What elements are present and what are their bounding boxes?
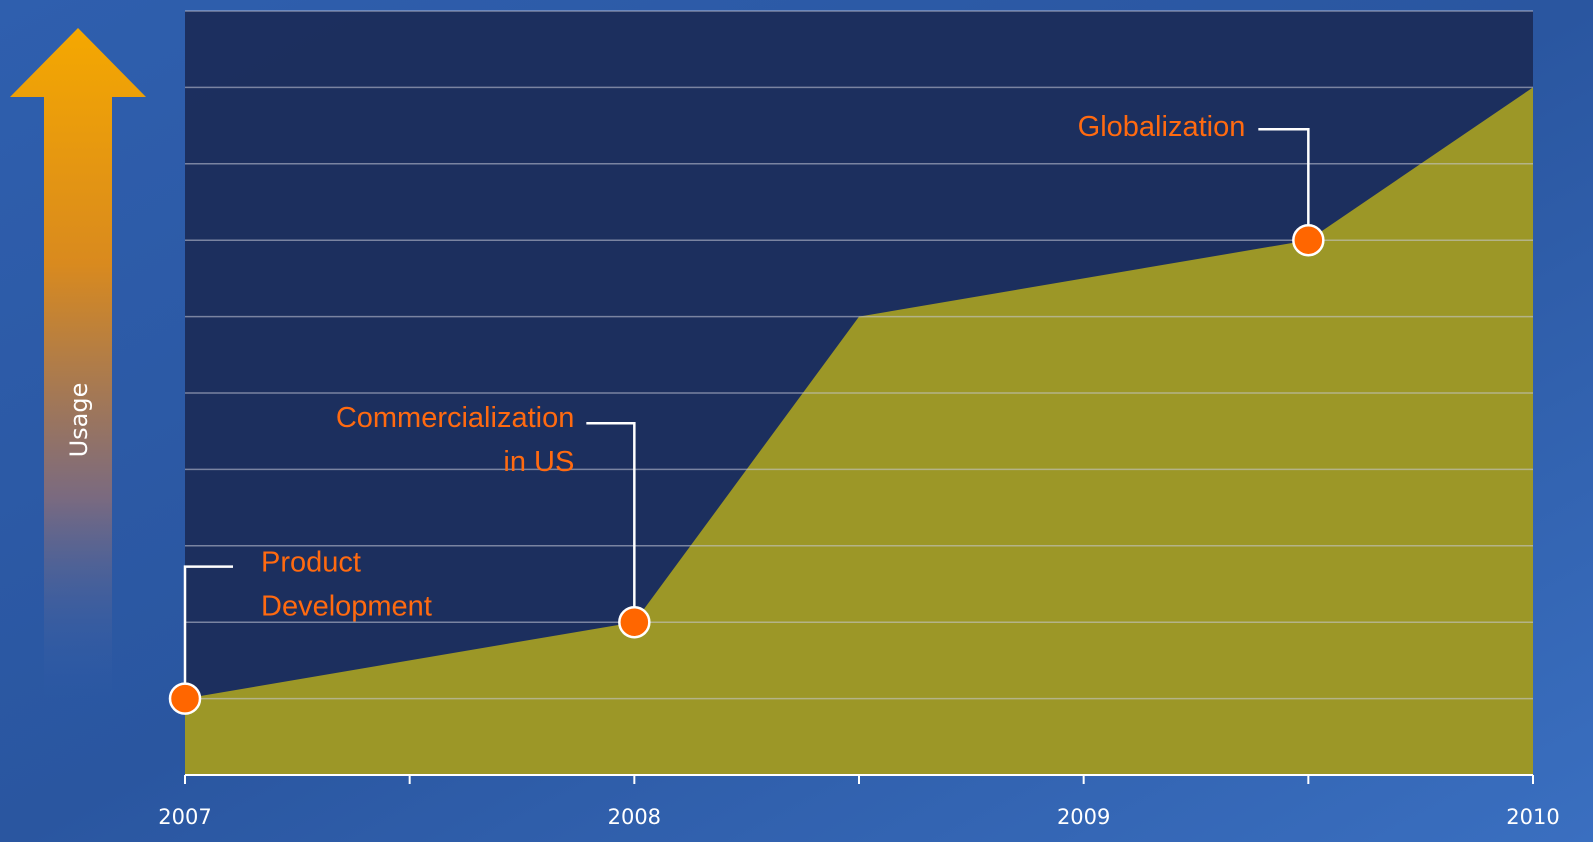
annotation-label: Product [261, 546, 361, 578]
annotation-label: Commercialization [336, 402, 575, 434]
y-axis-label: Usage [65, 383, 93, 458]
annotation-label: Globalization [1078, 111, 1246, 143]
x-tick-label: 2007 [158, 805, 211, 829]
chart: Usage 2007 2008 2009 2010 Product Development… [0, 0, 1593, 842]
milestone-marker [1293, 225, 1323, 255]
annotation-label: Development [261, 590, 432, 622]
x-tick-label: 2010 [1506, 805, 1559, 829]
milestone-marker [170, 684, 200, 714]
page: {"chart_data": { "type": "area", "y_labe… [0, 0, 1593, 842]
milestone-marker [619, 607, 649, 637]
x-tick-label: 2009 [1057, 805, 1110, 829]
x-tick-label: 2008 [608, 805, 661, 829]
annotation-label: in US [503, 446, 574, 478]
